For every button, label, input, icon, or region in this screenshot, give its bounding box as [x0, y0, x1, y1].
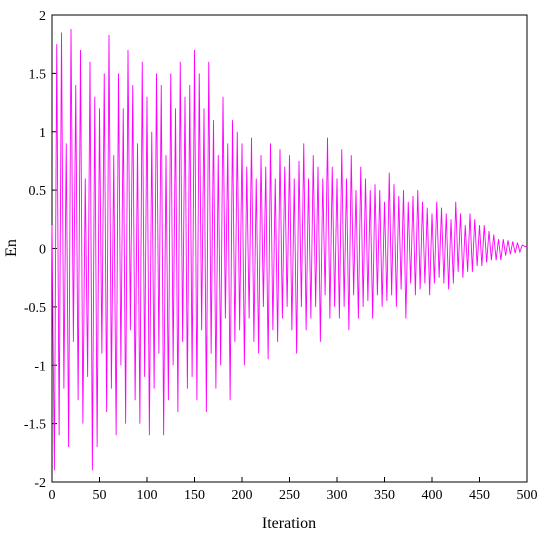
- y-tick-label: 0.5: [29, 184, 47, 199]
- x-tick-label: 0: [49, 488, 56, 503]
- y-tick-label: -2: [34, 476, 46, 491]
- x-axis-label: Iteration: [262, 515, 316, 532]
- x-tick-label: 250: [279, 488, 300, 503]
- y-tick-label: 0: [39, 243, 46, 258]
- y-tick-label: -0.5: [24, 301, 46, 316]
- x-tick-label: 100: [137, 488, 158, 503]
- x-tick-label: 300: [327, 488, 348, 503]
- y-tick-label: 1.5: [29, 67, 47, 82]
- line-series: [51, 29, 528, 471]
- y-tick-label: -1.5: [24, 418, 46, 433]
- x-tick-label: 150: [184, 488, 205, 503]
- x-tick-label: 50: [93, 488, 107, 503]
- plot-frame: [51, 14, 528, 483]
- y-tick-label: -1: [34, 359, 46, 374]
- x-tick-label: 350: [374, 488, 395, 503]
- x-tick-label: 450: [469, 488, 490, 503]
- x-tick-label: 200: [232, 488, 253, 503]
- y-tick-label: 2: [39, 9, 46, 24]
- x-tick-label: 500: [517, 488, 538, 503]
- y-tick-label: 1: [39, 126, 46, 141]
- x-tick-label: 400: [422, 488, 443, 503]
- y-axis-label: En: [3, 239, 20, 257]
